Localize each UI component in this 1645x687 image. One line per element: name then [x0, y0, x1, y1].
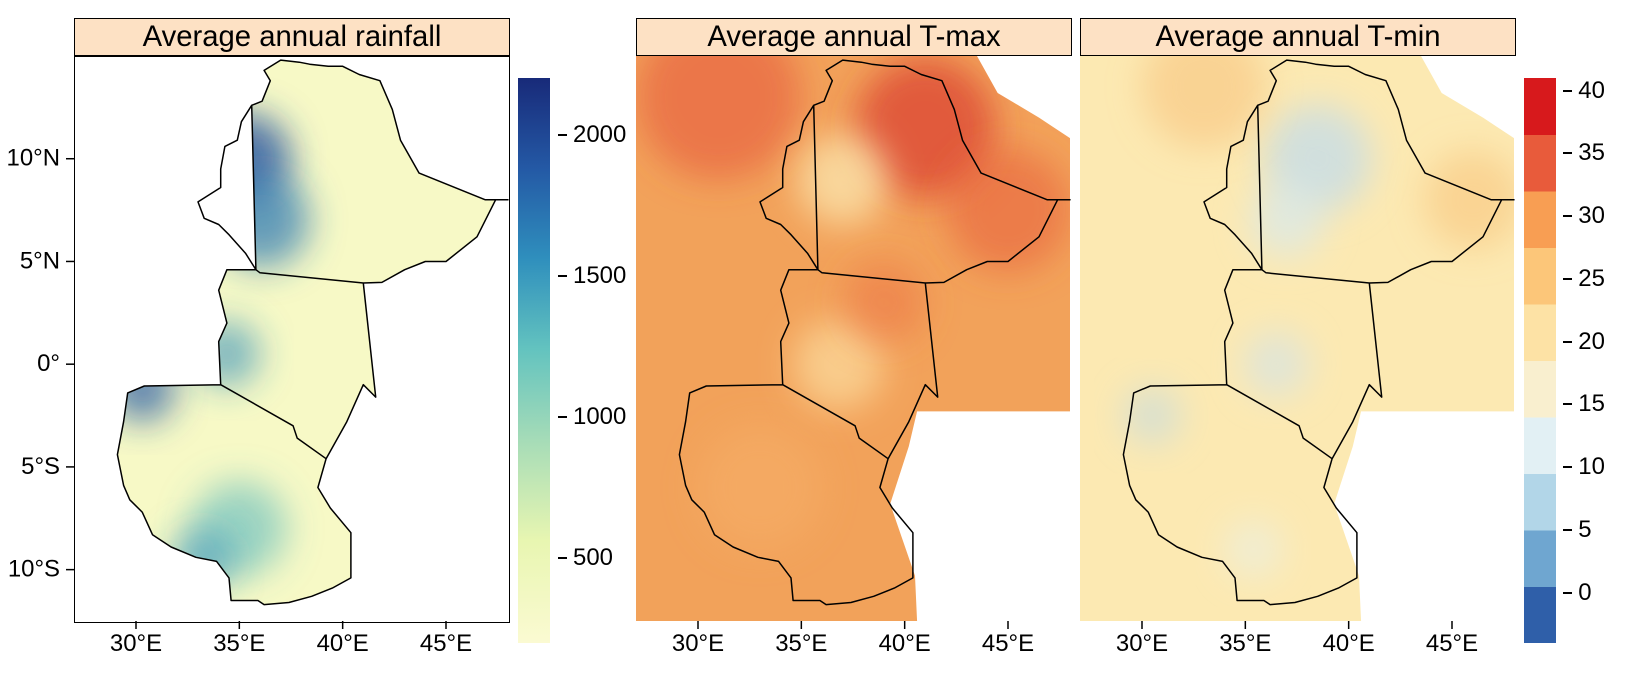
panel-rainfall: Average annual rainfall30°E35°E40°E45°E1… — [74, 18, 510, 669]
x-tick-label: 40°E — [879, 630, 931, 657]
colorbar-tick: 2000 — [558, 121, 626, 149]
colorbar-tick-label: 40 — [1578, 77, 1605, 105]
colorbar-tick-label: 25 — [1578, 265, 1605, 293]
colorbar-column-tmin: 0 5 10 15 20 25 30 35 40 — [1524, 18, 1632, 669]
x-tick-label: 40°E — [1323, 630, 1375, 657]
map-area: 30°E35°E40°E45°E — [636, 56, 1070, 621]
figure-root: Average annual rainfall30°E35°E40°E45°E1… — [10, 18, 1645, 669]
colorbar-tick-label: 20 — [1578, 328, 1605, 356]
colorbar-tick-label: 30 — [1578, 202, 1605, 230]
x-tick-label: 40°E — [317, 630, 369, 657]
panel-tmin: Average annual T-min30°E35°E40°E45°E — [1080, 18, 1516, 669]
y-tick-label: 10°N — [7, 145, 61, 172]
x-tick-label: 45°E — [982, 630, 1034, 657]
colorbar-tick-label: 0 — [1578, 579, 1591, 607]
x-tick-label: 45°E — [1426, 630, 1478, 657]
x-tick-label: 35°E — [213, 630, 265, 657]
colorbar-rainfall: 500 1000 1500 2000 — [518, 78, 636, 643]
colorbar-tick: 0 — [1563, 579, 1591, 607]
colorbar-tick: 20 — [1563, 328, 1605, 356]
colorbar-tick: 15 — [1563, 390, 1605, 418]
y-tick-label: 5°N — [20, 247, 60, 274]
map-area: 30°E35°E40°E45°E — [1080, 56, 1514, 621]
colorbar-tmin: 0 5 10 15 20 25 30 35 40 — [1524, 78, 1632, 643]
panel-title: Average annual T-min — [1080, 18, 1516, 56]
colorbar-tick-label: 1500 — [573, 262, 626, 290]
colorbar-tick: 30 — [1563, 202, 1605, 230]
panel-title: Average annual T-max — [636, 18, 1072, 56]
x-tick-label: 30°E — [110, 630, 162, 657]
colorbar-tick: 5 — [1563, 516, 1591, 544]
panel-tmax: Average annual T-max30°E35°E40°E45°E — [636, 18, 1072, 669]
x-tick-label: 35°E — [775, 630, 827, 657]
colorbar-tick: 10 — [1563, 453, 1605, 481]
colorbar-column-rainfall: 500 1000 1500 2000 — [518, 18, 636, 669]
colorbar-tick-label: 2000 — [573, 121, 626, 149]
colorbar-tick-label: 1000 — [573, 403, 626, 431]
colorbar-tick: 40 — [1563, 77, 1605, 105]
colorbar-tick-label: 15 — [1578, 390, 1605, 418]
x-tick-label: 45°E — [420, 630, 472, 657]
colorbar-tick-label: 5 — [1578, 516, 1591, 544]
map-area: 30°E35°E40°E45°E10°S5°S0°5°N10°N — [74, 56, 508, 621]
y-tick-label: 10°S — [8, 556, 60, 583]
x-tick-label: 30°E — [672, 630, 724, 657]
colorbar-tick-label: 10 — [1578, 453, 1605, 481]
y-tick-label: 5°S — [21, 453, 60, 480]
colorbar-tick: 1500 — [558, 262, 626, 290]
colorbar-tick: 25 — [1563, 265, 1605, 293]
colorbar-tick: 1000 — [558, 403, 626, 431]
colorbar-tick: 35 — [1563, 139, 1605, 167]
colorbar-tick-label: 500 — [573, 544, 613, 572]
x-tick-label: 30°E — [1116, 630, 1168, 657]
y-tick-label: 0° — [37, 350, 60, 377]
colorbar-tick: 500 — [558, 544, 613, 572]
panel-title: Average annual rainfall — [74, 18, 510, 56]
colorbar-tick-label: 35 — [1578, 139, 1605, 167]
x-tick-label: 35°E — [1219, 630, 1271, 657]
